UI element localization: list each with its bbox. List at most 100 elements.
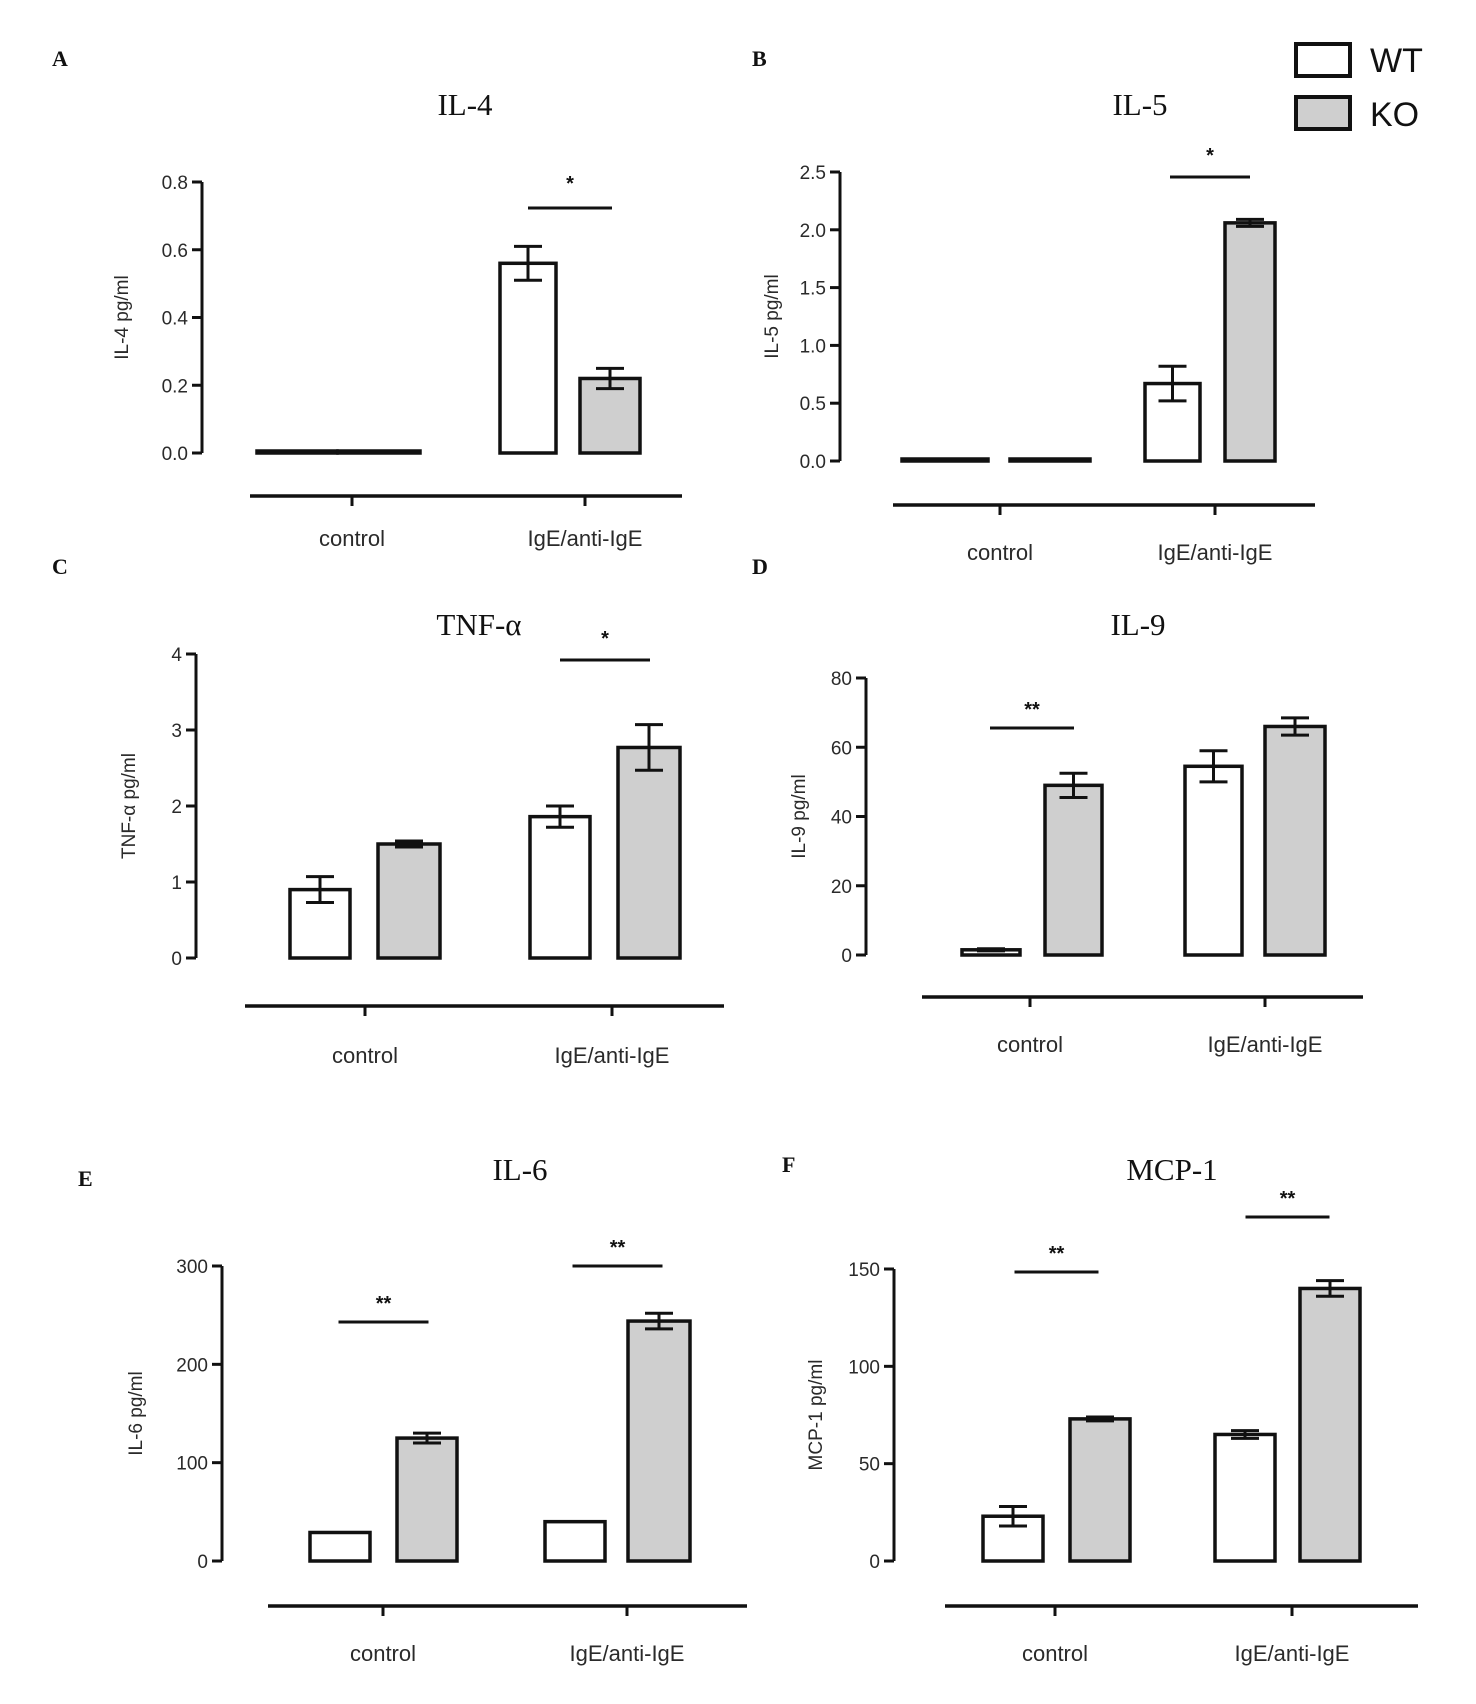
y-tick-label-b: 1.0 <box>800 336 826 357</box>
y-tick-label-c: 1 <box>171 873 182 894</box>
y-tick-label-a: 0.0 <box>162 444 188 465</box>
error-bar-c <box>635 723 663 772</box>
error-bar-d <box>1281 716 1309 737</box>
significance-marker-e: ** <box>610 1237 626 1259</box>
panel-a: A IL-4 0.0 0.2 0.4 0.6 0.8 IL-4 pg/ml control IgE… <box>52 46 682 551</box>
error-bar-d <box>1059 771 1088 799</box>
bar-d-ko-ige <box>1263 724 1327 957</box>
bar-e-ko-control <box>395 1436 459 1563</box>
error-bar-f <box>1316 1279 1344 1298</box>
bar-b-wt-control <box>900 457 990 463</box>
chart-title-e: IL-6 <box>492 1152 547 1187</box>
legend: WT KO <box>1294 42 1423 134</box>
y-tick-label-e: 0 <box>197 1552 208 1573</box>
y-tick-label-e: 300 <box>176 1257 208 1278</box>
error-bar-f <box>999 1504 1027 1528</box>
y-tick-label-f: 0 <box>869 1552 880 1573</box>
panel-letter-e: E <box>78 1166 93 1191</box>
bar-f-ko-ige <box>1298 1286 1362 1563</box>
chart-title-d: IL-9 <box>1110 607 1165 642</box>
legend-swatch-ko <box>1294 95 1352 131</box>
y-tick-label-f: 100 <box>848 1357 880 1378</box>
y-tick-label-b: 2.0 <box>800 221 826 242</box>
bar-b-ko-control <box>1008 457 1092 463</box>
bar-a-wt-control <box>255 449 339 455</box>
error-bar-b <box>1158 364 1187 403</box>
y-axis-label-e: IL-6 pg/ml <box>126 1371 147 1455</box>
y-tick-label-d: 20 <box>831 877 852 898</box>
category-label-b: IgE/anti-IgE <box>1158 540 1273 565</box>
error-bar-d <box>977 947 1005 953</box>
bar-c-wt-control <box>288 887 352 960</box>
y-tick-label-b: 2.5 <box>800 163 826 184</box>
y-tick-label-a: 0.6 <box>162 241 188 262</box>
bar-e-ko-ige <box>626 1319 692 1563</box>
significance-marker-f: ** <box>1280 1188 1296 1210</box>
category-label-a: IgE/anti-IgE <box>528 526 643 551</box>
panel-d: D IL-9 0 20 40 60 80 IL-9 pg/ml control IgE/anti-… <box>752 554 1363 1057</box>
category-label-e: control <box>350 1641 416 1666</box>
chart-title-a: IL-4 <box>437 87 493 122</box>
y-tick-label-c: 3 <box>171 721 182 742</box>
category-label-c: control <box>332 1043 398 1068</box>
y-tick-label-e: 100 <box>176 1454 208 1475</box>
y-tick-label-b: 0.0 <box>800 452 826 473</box>
error-bar-c <box>306 875 334 905</box>
y-tick-label-f: 150 <box>848 1260 880 1281</box>
panel-letter-d: D <box>752 554 768 579</box>
category-label-d: IgE/anti-IgE <box>1208 1032 1323 1057</box>
bar-c-ko-ige <box>616 745 682 960</box>
category-label-e: IgE/anti-IgE <box>570 1641 685 1666</box>
y-tick-label-c: 4 <box>171 645 182 666</box>
bar-a-ko-control <box>336 449 422 455</box>
y-tick-label-b: 1.5 <box>800 279 826 300</box>
y-tick-label-c: 2 <box>171 797 182 818</box>
y-tick-label-d: 60 <box>831 738 852 759</box>
y-tick-label-a: 0.4 <box>162 309 189 330</box>
bar-b-ko-ige <box>1223 221 1277 463</box>
y-tick-label-f: 50 <box>859 1455 880 1476</box>
y-tick-label-a: 0.8 <box>162 173 188 194</box>
y-tick-label-e: 200 <box>176 1355 208 1376</box>
error-bar-e <box>413 1431 441 1445</box>
panel-f: F MCP-1 0 50 100 150 MCP-1 pg/ml control IgE/ant… <box>782 1152 1418 1666</box>
error-bar-d <box>1199 749 1228 784</box>
significance-marker-e: ** <box>376 1293 392 1315</box>
y-axis-label-c: TNF-α pg/ml <box>119 753 140 859</box>
error-bar-f <box>1231 1429 1259 1440</box>
category-label-f: IgE/anti-IgE <box>1235 1641 1350 1666</box>
panel-e: E IL-6 0 100 200 300 IL-6 pg/ml control IgE/anti… <box>78 1152 747 1666</box>
category-label-b: control <box>967 540 1033 565</box>
y-tick-label-d: 0 <box>841 946 852 967</box>
panel-letter-c: C <box>52 554 68 579</box>
error-bar-e <box>645 1311 673 1331</box>
y-tick-label-b: 0.5 <box>800 394 826 415</box>
y-tick-label-a: 0.2 <box>162 376 188 397</box>
panel-letter-f: F <box>782 1152 795 1177</box>
y-tick-label-d: 80 <box>831 669 852 690</box>
significance-marker-d: ** <box>1024 699 1040 721</box>
y-axis-label-a: IL-4 pg/ml <box>112 275 133 359</box>
category-label-a: control <box>319 526 385 551</box>
error-bar-f <box>1086 1415 1114 1423</box>
category-label-c: IgE/anti-IgE <box>555 1043 670 1068</box>
bar-f-ko-control <box>1068 1417 1132 1563</box>
panel-b: B IL-5 0.0 0.5 1.0 1.5 2.0 2.5 IL-5 pg/ml control… <box>752 46 1315 565</box>
error-bar-a <box>596 366 624 391</box>
y-tick-label-c: 0 <box>171 949 182 970</box>
y-axis-label-b: IL-5 pg/ml <box>762 274 783 358</box>
bar-a-wt-ige <box>498 261 558 455</box>
bar-f-wt-ige <box>1213 1432 1277 1563</box>
chart-title-b: IL-5 <box>1112 87 1167 122</box>
significance-marker-b: * <box>1206 145 1214 167</box>
bar-c-ko-control <box>376 842 442 960</box>
bar-e-wt-ige <box>543 1519 607 1563</box>
error-bar-b <box>1236 217 1264 228</box>
y-tick-label-d: 40 <box>831 808 852 829</box>
panel-c: C TNF-α 0 1 2 3 4 TNF-α pg/ml control IgE/anti-Ig… <box>52 554 724 1068</box>
significance-marker-f: ** <box>1049 1243 1065 1265</box>
bar-e-wt-control <box>308 1530 372 1563</box>
legend-label-wt: WT <box>1370 42 1423 80</box>
panel-letter-a: A <box>52 46 68 71</box>
